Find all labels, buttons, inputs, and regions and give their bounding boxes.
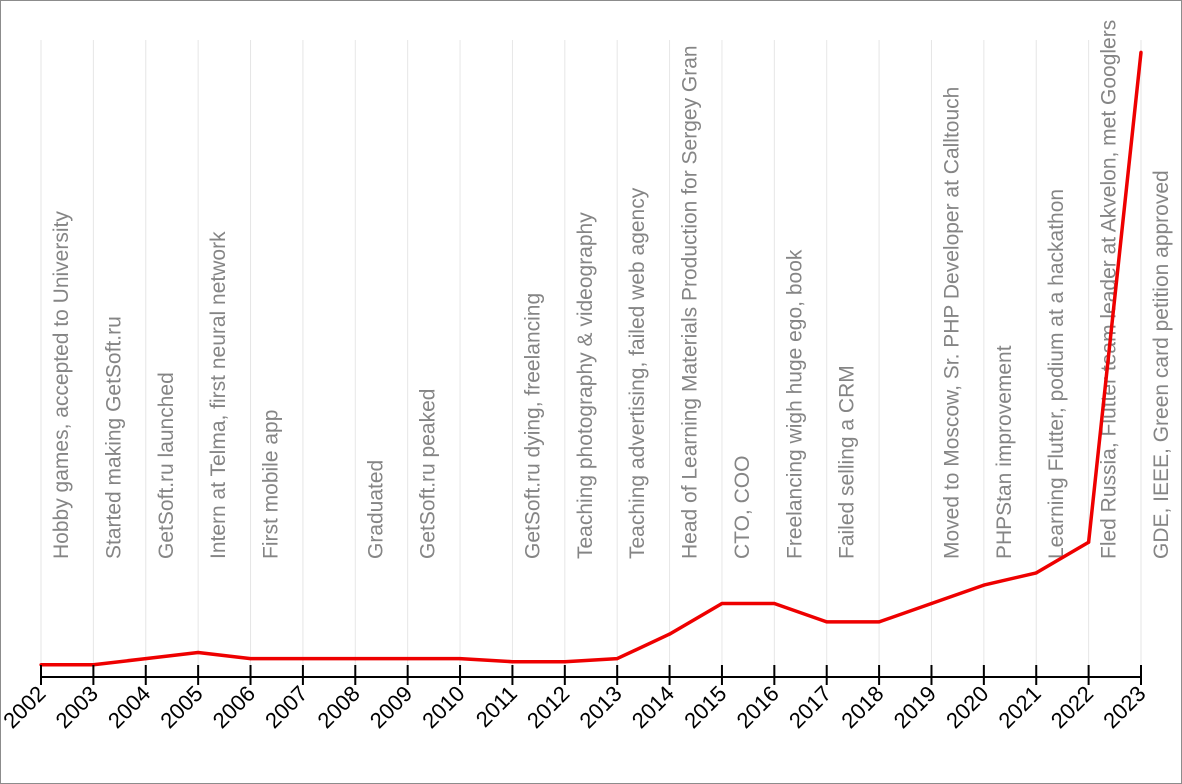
data-point — [615, 657, 619, 661]
x-tick-label: 2016 — [732, 681, 784, 733]
data-point — [144, 657, 148, 661]
event-annotation: GetSoft.ru dying, freelancing — [521, 293, 544, 559]
data-point — [1034, 571, 1038, 575]
data-point — [929, 601, 934, 606]
event-annotation: Intern at Telma, first neural network — [207, 231, 230, 559]
event-annotation: Freelancing wigh huge ego, book — [783, 249, 806, 559]
x-tick-label: 2007 — [260, 681, 312, 733]
data-point — [982, 583, 986, 587]
event-annotation: CTO, COO — [731, 456, 754, 559]
data-point — [772, 601, 776, 606]
event-annotation: Teaching photography & videography — [574, 212, 597, 559]
event-annotation: First mobile app — [260, 410, 283, 559]
data-point — [510, 660, 515, 664]
series-line — [41, 52, 1143, 667]
x-tick-label: 2005 — [155, 681, 207, 733]
grid-lines — [40, 40, 1142, 677]
event-annotation: Learning Flutter, podium at a hackathon — [1045, 189, 1068, 559]
x-tick-label: 2012 — [522, 681, 574, 733]
event-annotation: Started making GetSoft.ru — [102, 316, 125, 559]
series-layer — [39, 50, 1143, 667]
event-annotation: Head of Learning Materials Production fo… — [679, 45, 702, 559]
event-annotation: Hobby games, accepted to University — [50, 211, 73, 559]
event-annotation: GDE, IEEE, Green card petition approved — [1150, 170, 1173, 559]
data-point — [720, 601, 724, 606]
event-annotation: Moved to Moscow, Sr. PHP Developer at Ca… — [940, 87, 963, 559]
event-annotation: PHPStan improvement — [993, 345, 1016, 559]
event-annotation: GetSoft.ru peaked — [417, 389, 440, 559]
x-axis: 2002 2003 2004 2005 2006 2007 2008 2009 2010 2011… — [0, 665, 1151, 733]
data-point — [196, 650, 200, 655]
x-tick-label: 2010 — [417, 681, 469, 733]
data-point — [1087, 540, 1091, 544]
event-annotation: Graduated — [364, 460, 387, 559]
x-tick-label: 2017 — [784, 681, 836, 733]
data-point — [825, 620, 829, 624]
data-point — [248, 657, 253, 661]
data-point — [458, 657, 462, 661]
event-annotation: GetSoft.ru launched — [155, 372, 178, 559]
x-tick-label: 2002 — [0, 681, 51, 733]
data-point — [563, 660, 567, 664]
x-tick-label: 2011 — [471, 681, 522, 732]
x-tick-label: 2013 — [574, 681, 626, 733]
x-tick-label: 2022 — [1046, 681, 1098, 733]
x-tick-label: 2003 — [51, 681, 103, 733]
x-tick-label: 2006 — [208, 681, 260, 733]
x-tick-label: 2015 — [679, 681, 731, 733]
data-point — [877, 620, 881, 624]
x-tick-label: 2014 — [627, 681, 679, 733]
event-annotation: Failed selling a CRM — [836, 365, 859, 559]
x-tick-label: 2009 — [365, 681, 417, 733]
x-tick-label: 2018 — [836, 681, 888, 733]
x-tick-label: 2023 — [1098, 681, 1150, 733]
data-point — [667, 632, 672, 636]
x-tick-label: 2020 — [941, 681, 993, 733]
event-annotation: Fled Russia, Flutter team leader at Akve… — [1098, 20, 1121, 559]
x-tick-label: 2004 — [103, 681, 155, 733]
event-annotation: Teaching advertising, failed web agency — [626, 187, 649, 559]
data-point — [406, 657, 410, 661]
x-tick-label: 2021 — [993, 681, 1045, 733]
x-tick-label: 2008 — [313, 681, 365, 733]
data-point — [353, 657, 357, 661]
data-point — [1139, 50, 1143, 54]
x-tick-label: 2019 — [889, 681, 941, 733]
event-annotations: Hobby games, accepted to University Start… — [50, 20, 1173, 559]
data-point — [301, 657, 305, 661]
